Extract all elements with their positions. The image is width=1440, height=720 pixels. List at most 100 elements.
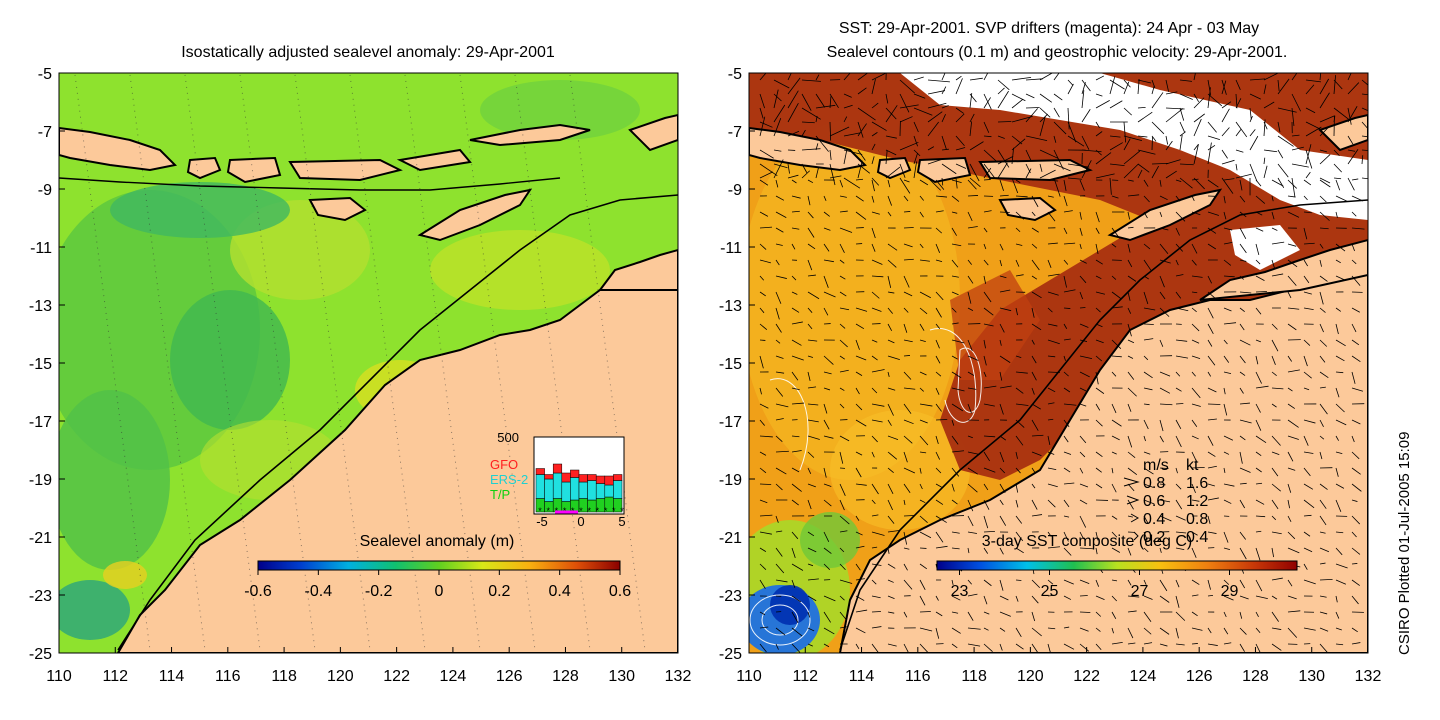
velocity-vector bbox=[1351, 579, 1360, 586]
velocity-vector bbox=[913, 161, 918, 179]
velocity-vector bbox=[1127, 307, 1132, 314]
velocity-vector bbox=[1143, 483, 1154, 488]
velocity-vector bbox=[807, 211, 814, 219]
velocity-vector bbox=[1067, 177, 1083, 180]
velocity-vector bbox=[1255, 195, 1266, 204]
velocity-vector bbox=[1351, 547, 1361, 555]
velocity-vector bbox=[927, 146, 935, 151]
velocity-vector bbox=[855, 483, 867, 486]
velocity-vector bbox=[885, 105, 898, 123]
velocity-vector bbox=[983, 210, 992, 213]
velocity-vector bbox=[1015, 243, 1023, 246]
velocity-vector bbox=[1319, 419, 1324, 428]
velocity-vector bbox=[773, 79, 790, 89]
velocity-vector bbox=[1223, 259, 1232, 266]
velocity-vector bbox=[839, 243, 845, 254]
velocity-vector bbox=[1175, 547, 1185, 551]
velocity-vector bbox=[871, 369, 885, 373]
velocity-vector bbox=[1079, 339, 1088, 342]
velocity-vector bbox=[887, 371, 890, 377]
velocity-vector bbox=[839, 451, 844, 464]
inset-bar-ers bbox=[613, 480, 623, 499]
inset-bar-ers bbox=[578, 481, 588, 499]
velocity-vector bbox=[1165, 140, 1173, 151]
velocity-vector bbox=[1191, 259, 1197, 266]
velocity-vector bbox=[1191, 483, 1196, 494]
velocity-vector bbox=[1191, 594, 1199, 597]
velocity-vector bbox=[903, 531, 908, 545]
velocity-vector bbox=[903, 355, 911, 357]
velocity-vector bbox=[1179, 134, 1183, 151]
velocity-vector bbox=[999, 259, 1003, 267]
velocity-vector bbox=[983, 97, 991, 109]
velocity-vector bbox=[775, 243, 783, 246]
velocity-vector bbox=[1159, 259, 1171, 264]
velocity-vector bbox=[791, 643, 801, 653]
velocity-vector bbox=[1303, 419, 1316, 424]
velocity-vector bbox=[1193, 177, 1205, 190]
velocity-vector bbox=[1079, 403, 1087, 407]
velocity-vector bbox=[999, 385, 1012, 389]
velocity-vector bbox=[791, 611, 799, 623]
velocity-vector bbox=[919, 419, 928, 424]
velocity-vector bbox=[1255, 627, 1261, 634]
velocity-vector bbox=[919, 243, 924, 249]
velocity-vector bbox=[1239, 339, 1251, 346]
velocity-vector bbox=[807, 307, 813, 313]
velocity-vector bbox=[1347, 135, 1354, 145]
velocity-vector bbox=[855, 339, 860, 350]
velocity-vector bbox=[1335, 451, 1343, 455]
velocity-vector bbox=[887, 419, 892, 426]
velocity-vector bbox=[1335, 387, 1340, 398]
velocity-vector bbox=[839, 563, 846, 571]
velocity-vector bbox=[1165, 107, 1185, 110]
velocity-vector bbox=[1063, 355, 1066, 361]
velocity-vector bbox=[1095, 339, 1104, 344]
velocity-vector bbox=[1277, 177, 1285, 189]
velocity-vector bbox=[999, 483, 1006, 494]
velocity-vector bbox=[871, 132, 878, 137]
velocity-vector bbox=[1333, 149, 1340, 157]
velocity-vector bbox=[1111, 403, 1117, 414]
velocity-vector bbox=[1123, 121, 1127, 143]
velocity-vector bbox=[999, 595, 1009, 601]
velocity-vector bbox=[1143, 451, 1151, 455]
velocity-vector bbox=[807, 611, 811, 618]
velocity-vector bbox=[1235, 163, 1238, 171]
velocity-vector bbox=[1127, 323, 1132, 337]
velocity-vector bbox=[1191, 403, 1201, 407]
velocity-vector bbox=[1239, 275, 1244, 280]
velocity-vector bbox=[855, 545, 865, 549]
velocity-vector bbox=[1111, 467, 1114, 474]
velocity-vector bbox=[1015, 227, 1021, 233]
velocity-vector bbox=[1291, 146, 1304, 151]
velocity-vector bbox=[773, 163, 788, 169]
velocity-legend-ms: 0.4 bbox=[1143, 511, 1165, 528]
velocity-vector bbox=[1239, 323, 1245, 331]
velocity-vector bbox=[1319, 227, 1329, 230]
velocity-vector bbox=[807, 435, 820, 440]
velocity-vector bbox=[815, 115, 818, 123]
velocity-vector bbox=[1015, 195, 1028, 198]
velocity-vector bbox=[1207, 515, 1211, 525]
velocity-vector bbox=[955, 163, 967, 169]
velocity-vector bbox=[775, 275, 787, 279]
velocity-vector bbox=[983, 451, 990, 462]
velocity-vector bbox=[759, 403, 769, 409]
velocity-vector bbox=[1165, 108, 1184, 123]
velocity-vector bbox=[903, 339, 913, 343]
velocity-vector bbox=[1351, 243, 1355, 252]
velocity-vector bbox=[1271, 323, 1278, 330]
velocity-vector bbox=[1175, 355, 1189, 359]
velocity-vector bbox=[1235, 173, 1252, 179]
velocity-vector bbox=[1175, 579, 1180, 588]
velocity-vector bbox=[1127, 387, 1137, 397]
velocity-vector bbox=[1191, 275, 1203, 278]
velocity-vector bbox=[1079, 547, 1093, 550]
velocity-vector bbox=[941, 148, 949, 151]
velocity-vector bbox=[1109, 100, 1123, 109]
velocity-vector bbox=[1271, 195, 1274, 202]
velocity-vector bbox=[1095, 531, 1099, 541]
right-panel-title-line1: SST: 29-Apr-2001. SVP drifters (magenta)… bbox=[839, 20, 1259, 37]
